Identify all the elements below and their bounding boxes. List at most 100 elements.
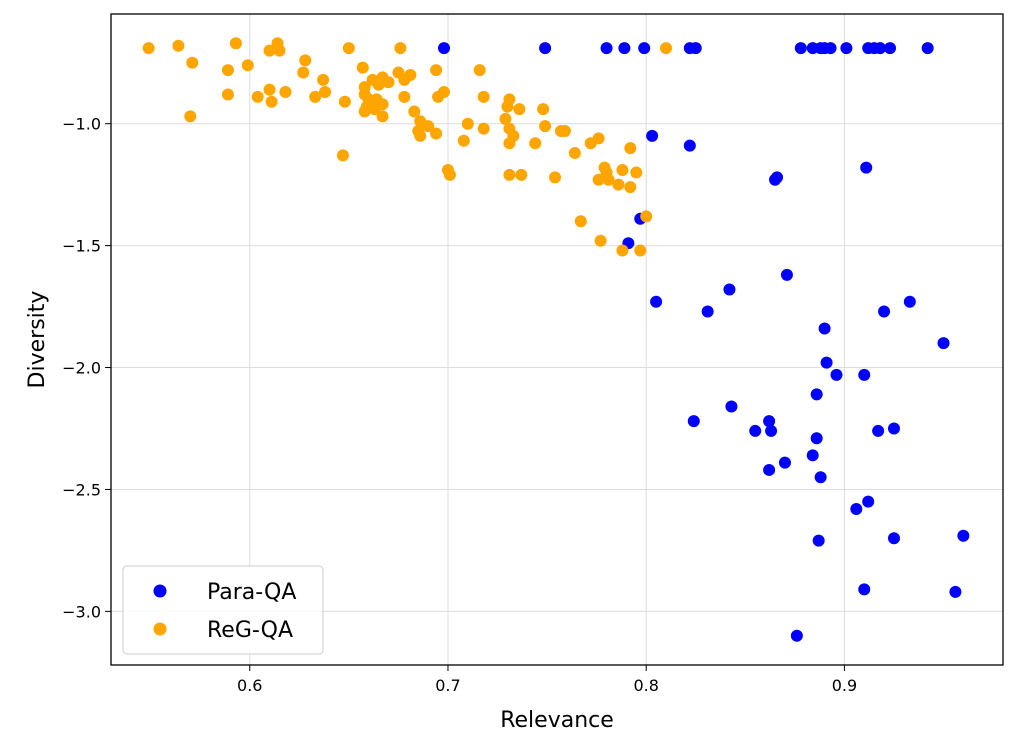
point-para-qa: [778, 456, 791, 469]
point-reg-qa: [660, 42, 673, 55]
point-para-qa: [887, 532, 900, 545]
legend-label-para-qa: Para-QA: [207, 580, 296, 605]
point-reg-qa: [640, 210, 653, 223]
point-para-qa: [862, 495, 875, 508]
point-para-qa: [749, 424, 762, 437]
point-para-qa: [814, 471, 827, 484]
point-para-qa: [957, 529, 970, 542]
x-tick-label: 0.9: [832, 676, 857, 695]
point-reg-qa: [297, 66, 310, 79]
point-para-qa: [650, 295, 663, 308]
point-para-qa: [820, 356, 833, 369]
point-para-qa: [769, 173, 782, 186]
point-reg-qa: [592, 132, 605, 145]
point-para-qa: [600, 42, 613, 55]
point-para-qa: [765, 424, 778, 437]
point-reg-qa: [594, 234, 607, 247]
point-reg-qa: [499, 112, 512, 125]
point-reg-qa: [221, 88, 234, 101]
point-reg-qa: [515, 168, 528, 181]
point-reg-qa: [634, 244, 647, 257]
point-para-qa: [872, 424, 885, 437]
point-reg-qa: [624, 181, 637, 194]
point-reg-qa: [612, 178, 625, 191]
legend-box: [122, 565, 324, 655]
point-reg-qa: [184, 110, 197, 123]
y-tick-label: −3.0: [62, 602, 101, 621]
grid-lines: [111, 14, 1003, 665]
plot-frame: [110, 13, 1004, 666]
point-para-qa: [790, 629, 803, 642]
point-para-qa: [438, 42, 451, 55]
point-para-qa: [949, 585, 962, 598]
point-para-qa: [780, 268, 793, 281]
x-ticks: 0.6 0.7 0.8 0.9: [237, 665, 857, 695]
point-para-qa: [860, 161, 873, 174]
point-reg-qa: [338, 95, 351, 108]
point-reg-qa: [376, 110, 389, 123]
point-reg-qa: [630, 166, 643, 179]
point-reg-qa: [616, 244, 629, 257]
point-para-qa: [638, 42, 651, 55]
point-reg-qa: [342, 42, 355, 55]
point-reg-qa: [299, 54, 312, 67]
point-reg-qa: [537, 103, 550, 116]
point-reg-qa: [430, 127, 443, 140]
point-reg-qa: [598, 161, 611, 174]
x-tick-label: 0.7: [435, 676, 460, 695]
y-ticks: −1.0 −1.5 −2.0 −2.5 −3.0: [62, 115, 111, 621]
point-reg-qa: [438, 86, 451, 99]
point-para-qa: [794, 42, 807, 55]
point-reg-qa: [513, 103, 526, 116]
point-reg-qa: [443, 168, 456, 181]
point-reg-qa: [251, 90, 264, 103]
point-reg-qa: [430, 64, 443, 77]
point-reg-qa: [477, 90, 490, 103]
point-reg-qa: [241, 59, 254, 72]
point-reg-qa: [382, 76, 395, 89]
point-reg-qa: [616, 164, 629, 177]
point-reg-qa: [558, 125, 571, 138]
point-para-qa: [618, 42, 631, 55]
point-reg-qa: [503, 137, 516, 150]
point-reg-qa: [549, 171, 562, 184]
y-axis-label: Diversity: [25, 291, 50, 389]
point-reg-qa: [309, 90, 322, 103]
point-para-qa: [683, 139, 696, 152]
point-para-qa: [874, 42, 887, 55]
point-reg-qa: [273, 44, 286, 57]
point-para-qa: [701, 305, 714, 318]
point-para-qa: [858, 368, 871, 381]
point-para-qa: [812, 534, 825, 547]
point-para-qa: [646, 129, 659, 142]
point-reg-qa: [568, 146, 581, 159]
point-para-qa: [858, 583, 871, 596]
legend-marker-reg-qa: [153, 622, 167, 636]
legend: Para-QA ReG-QA: [122, 565, 324, 655]
point-reg-qa: [408, 105, 421, 118]
point-reg-qa: [142, 42, 155, 55]
point-reg-qa: [503, 93, 516, 106]
point-para-qa: [878, 305, 891, 318]
point-para-qa: [763, 463, 776, 476]
point-para-qa: [810, 388, 823, 401]
point-reg-qa: [503, 168, 516, 181]
y-tick-label: −2.0: [62, 359, 101, 378]
point-reg-qa: [336, 149, 349, 162]
point-reg-qa: [461, 117, 474, 130]
point-para-qa: [840, 42, 853, 55]
point-reg-qa: [624, 142, 637, 155]
point-para-qa: [818, 322, 831, 335]
point-reg-qa: [477, 122, 490, 135]
x-axis-label: Relevance: [500, 708, 614, 733]
x-tick-label: 0.6: [237, 676, 262, 695]
point-reg-qa: [279, 86, 292, 99]
point-reg-qa: [229, 37, 242, 50]
point-reg-qa: [263, 83, 276, 96]
y-tick-label: −1.0: [62, 115, 101, 134]
point-reg-qa: [457, 134, 470, 147]
point-para-qa: [884, 42, 897, 55]
point-reg-qa: [529, 137, 542, 150]
point-reg-qa: [358, 105, 371, 118]
point-reg-qa: [172, 39, 185, 52]
